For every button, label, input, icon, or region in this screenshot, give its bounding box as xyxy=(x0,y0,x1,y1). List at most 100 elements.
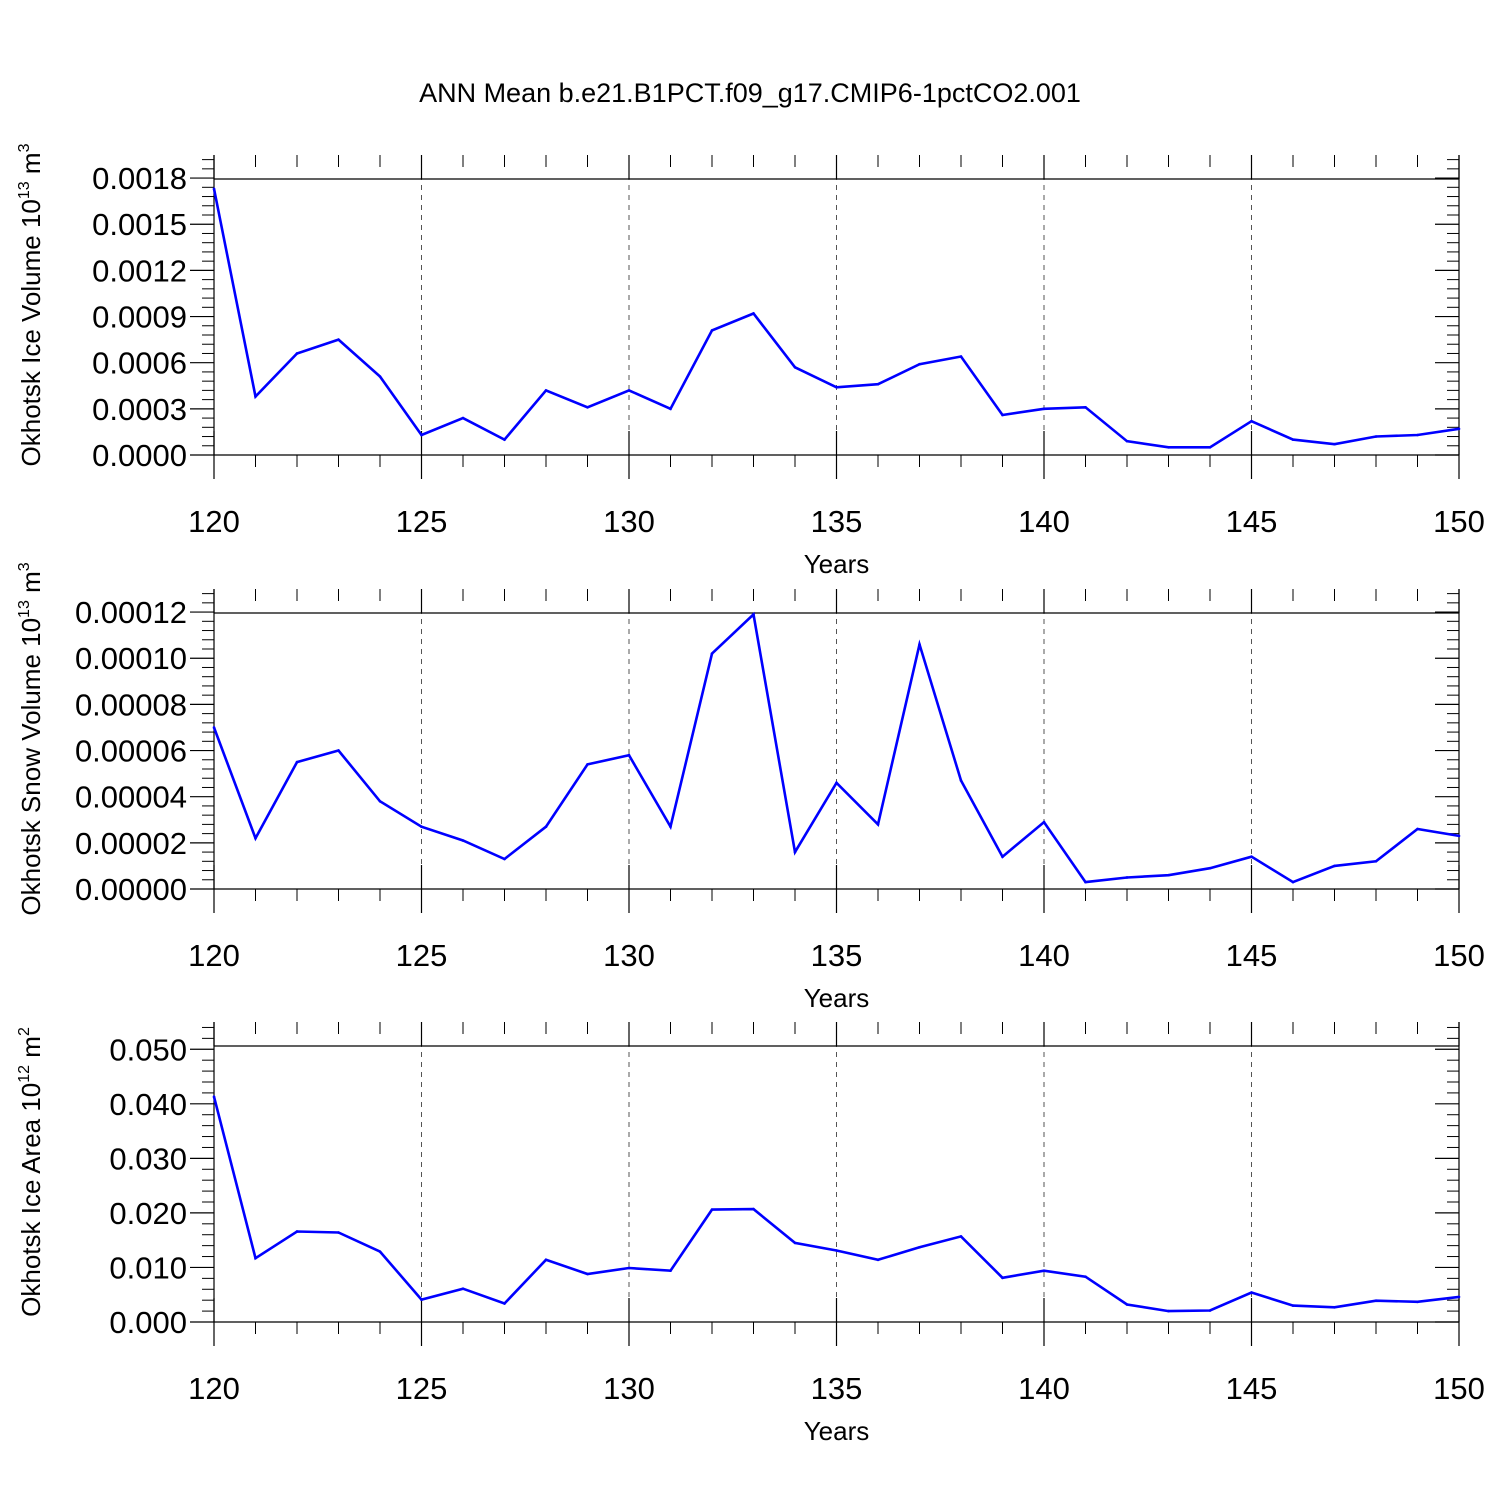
y-tick-label: 0.00012 xyxy=(75,595,187,630)
data-point xyxy=(1250,419,1253,423)
data-point xyxy=(627,753,631,757)
data-point xyxy=(876,823,880,826)
data-point xyxy=(461,1287,465,1291)
data-point xyxy=(1250,855,1253,858)
x-tick-label: 120 xyxy=(188,938,240,973)
x-axis-label: Years xyxy=(804,983,870,1013)
data-point xyxy=(1250,1291,1253,1294)
y-tick-label: 0.0015 xyxy=(92,207,187,242)
y-axis-label-unit-exp: 3 xyxy=(16,562,33,571)
y-tick-label: 0.00000 xyxy=(75,872,187,907)
data-point xyxy=(254,395,257,398)
y-axis-label-unit: m xyxy=(16,152,46,181)
data-point xyxy=(835,1249,838,1252)
data-point xyxy=(586,406,589,409)
data-point xyxy=(793,850,797,854)
data-point xyxy=(378,375,382,378)
y-tick-label: 0.010 xyxy=(109,1250,187,1285)
data-point xyxy=(544,389,548,392)
data-point xyxy=(793,1241,797,1245)
data-point xyxy=(544,1258,548,1262)
chart-title: ANN Mean b.e21.B1PCT.f09_g17.CMIP6-1pctC… xyxy=(419,78,1081,108)
x-tick-label: 150 xyxy=(1433,938,1485,973)
y-axis-label: Okhotsk Ice Area 1012 m2 xyxy=(16,1027,46,1317)
data-point xyxy=(254,836,257,840)
x-tick-label: 140 xyxy=(1018,504,1070,539)
data-point xyxy=(1125,1303,1129,1306)
y-tick-label: 0.0003 xyxy=(92,392,187,427)
data-point xyxy=(1457,1295,1461,1299)
data-point xyxy=(295,352,299,355)
y-axis-label-text: Okhotsk Ice Area 10 xyxy=(16,1083,46,1317)
x-tick-label: 130 xyxy=(603,504,655,539)
data-point xyxy=(959,355,963,358)
data-point xyxy=(212,726,216,729)
data-point xyxy=(1208,446,1212,449)
x-tick-label: 140 xyxy=(1018,1371,1070,1406)
data-point xyxy=(1416,433,1419,437)
y-axis-label-unit-exp: 2 xyxy=(16,1027,33,1036)
x-tick-label: 135 xyxy=(811,938,863,973)
y-axis-label-unit: m xyxy=(16,571,46,600)
y-tick-label: 0.00008 xyxy=(75,687,187,722)
data-point xyxy=(1333,442,1336,446)
data-point xyxy=(1374,1299,1378,1303)
x-tick-label: 125 xyxy=(396,504,448,539)
data-point xyxy=(669,1269,672,1273)
data-point xyxy=(503,857,506,861)
data-point xyxy=(1042,407,1046,411)
data-point xyxy=(212,1095,216,1099)
y-axis-label-unit: m xyxy=(16,1036,46,1065)
y-tick-label: 0.0012 xyxy=(92,253,187,288)
data-point xyxy=(1208,1309,1212,1312)
data-point xyxy=(1001,1276,1004,1280)
x-tick-label: 135 xyxy=(811,504,863,539)
data-point xyxy=(835,781,838,785)
data-point xyxy=(1416,1300,1419,1304)
data-point xyxy=(710,329,714,332)
x-tick-label: 150 xyxy=(1433,1371,1485,1406)
y-tick-label: 0.040 xyxy=(109,1087,187,1122)
data-point xyxy=(1125,439,1129,443)
data-point xyxy=(835,386,838,389)
data-point xyxy=(752,312,755,315)
y-tick-label: 0.00010 xyxy=(75,641,187,676)
data-point xyxy=(337,1231,340,1234)
data-point xyxy=(959,779,963,782)
x-tick-label: 125 xyxy=(396,938,448,973)
y-axis-label-unit-exp: 3 xyxy=(16,143,33,152)
data-point xyxy=(627,1266,631,1270)
data-point xyxy=(337,749,340,752)
data-point xyxy=(1084,1275,1087,1279)
data-point xyxy=(1291,880,1295,884)
data-point xyxy=(1457,834,1461,838)
data-point xyxy=(1001,413,1004,417)
y-axis-label-text: Okhotsk Ice Volume 10 xyxy=(16,199,46,466)
data-point xyxy=(586,763,589,766)
data-point xyxy=(378,800,382,803)
data-point xyxy=(420,1298,423,1301)
data-point xyxy=(254,1256,257,1260)
data-point xyxy=(793,366,797,369)
data-point xyxy=(295,760,299,764)
x-tick-label: 135 xyxy=(811,1371,863,1406)
y-tick-label: 0.020 xyxy=(109,1196,187,1231)
data-point xyxy=(586,1272,589,1276)
data-point xyxy=(1416,827,1419,831)
data-point xyxy=(710,1208,714,1211)
data-point xyxy=(918,1245,921,1249)
y-tick-label: 0.0009 xyxy=(92,300,187,335)
ice-area-panel: 120 125 130 135 140 145 150 0.000 0.010 0.020 0.03… xyxy=(16,1022,1485,1446)
x-axis-label: Years xyxy=(804,1416,870,1446)
data-point xyxy=(1291,438,1295,441)
data-point xyxy=(420,825,423,828)
y-tick-label: 0.030 xyxy=(109,1141,187,1176)
data-point xyxy=(1042,1269,1046,1273)
data-point xyxy=(627,389,631,392)
data-point xyxy=(212,187,216,191)
x-tick-label: 140 xyxy=(1018,938,1070,973)
data-point xyxy=(752,613,755,616)
data-point xyxy=(918,362,921,366)
y-tick-label: 0.00002 xyxy=(75,826,187,861)
